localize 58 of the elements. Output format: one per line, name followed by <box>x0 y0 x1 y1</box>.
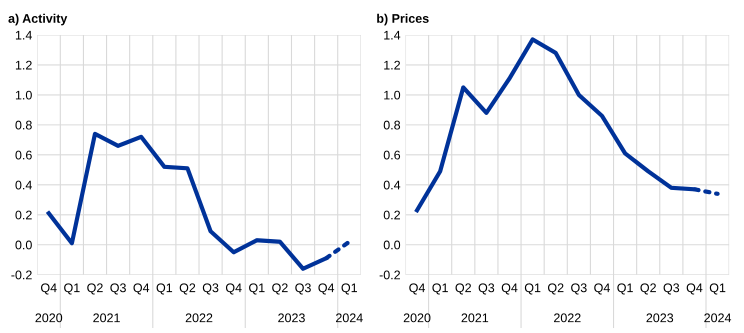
x-tick-label: Q2 <box>87 283 103 294</box>
y-tick-label: 0.8 <box>15 120 32 130</box>
x-tick-label: Q3 <box>664 283 680 294</box>
y-tick-label: -0.2 <box>380 270 400 280</box>
x-tick-label: Q4 <box>226 283 242 294</box>
chart-title: a) Activity <box>8 14 68 26</box>
y-tick-label: 0.4 <box>15 180 32 190</box>
x-tick-label: Q1 <box>156 283 172 294</box>
x-tick-label: Q1 <box>710 283 726 294</box>
x-tick-label: Q4 <box>686 283 702 294</box>
x-tick-label: Q4 <box>594 283 610 294</box>
x-tick-label: Q2 <box>548 283 564 294</box>
x-tick-label: Q2 <box>640 283 656 294</box>
y-tick-label: 0.2 <box>384 210 400 220</box>
text: 2024 <box>704 313 732 322</box>
x-tick-label: Q3 <box>295 283 311 294</box>
y-tick-label: 0.6 <box>15 150 32 160</box>
x-tick-label: Q4 <box>133 283 150 294</box>
y-tick-label: 1.2 <box>16 60 32 70</box>
x-tick-label: Q3 <box>202 283 218 294</box>
x-tick-label: Q3 <box>571 283 587 294</box>
y-tick-label: 0.8 <box>384 120 400 130</box>
y-tick-label: 1.0 <box>16 90 32 100</box>
x-tick-label: Q1 <box>524 283 540 294</box>
y-tick-label: 1.2 <box>384 60 400 70</box>
x-tick-label: Q4 <box>41 283 57 294</box>
x-tick-label: Q4 <box>502 283 518 294</box>
y-tick-label: 0.2 <box>15 210 32 220</box>
x-tick-label: Q1 <box>432 283 448 294</box>
y-tick-label: 0.4 <box>384 180 400 190</box>
x-tick-label: Q2 <box>456 283 471 294</box>
x-tick-label: Q2 <box>272 283 288 294</box>
text: 2023 <box>278 313 305 322</box>
chart-title: b) Prices <box>377 14 429 26</box>
y-tick-label: -0.2 <box>11 270 32 280</box>
text: 2022 <box>186 313 212 322</box>
x-tick-label: Q1 <box>617 283 633 294</box>
x-tick-label: Q1 <box>64 283 80 294</box>
y-tick-label: 1.4 <box>16 30 32 40</box>
x-tick-label: Q2 <box>180 283 196 294</box>
x-tick-label: Q4 <box>318 283 334 294</box>
x-tick-label: Q3 <box>110 283 126 294</box>
x-tick-label: Q1 <box>342 283 358 294</box>
text: 2022 <box>554 313 581 322</box>
text: 2020 <box>35 313 62 322</box>
text: 2020 <box>404 313 430 322</box>
text: 2021 <box>462 313 488 322</box>
y-tick-label: 0.6 <box>384 150 400 160</box>
x-tick-label: Q4 <box>409 283 426 294</box>
y-tick-label: 1.4 <box>384 30 400 40</box>
x-tick-label: Q1 <box>249 283 265 294</box>
x-tick-label: Q3 <box>478 283 494 294</box>
y-tick-label: 0.0 <box>384 240 400 250</box>
text: 2024 <box>336 313 363 322</box>
y-tick-label: 1.0 <box>384 90 400 100</box>
text: 2023 <box>646 313 674 322</box>
y-tick-label: 0.0 <box>15 240 32 250</box>
text: 2021 <box>93 313 120 322</box>
